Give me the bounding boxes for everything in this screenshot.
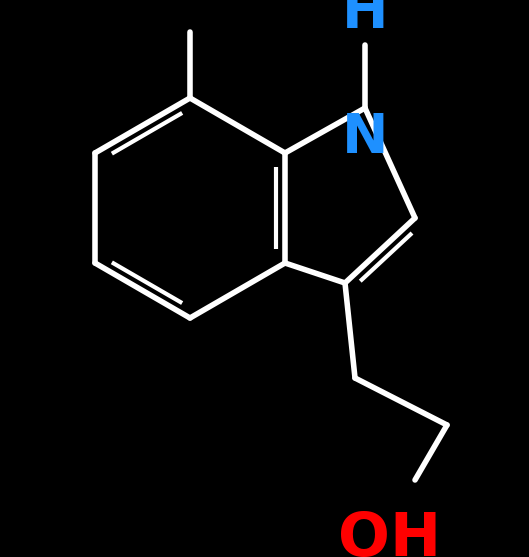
Text: OH: OH [339, 510, 442, 557]
Text: H: H [342, 0, 388, 40]
Text: N: N [342, 111, 388, 165]
